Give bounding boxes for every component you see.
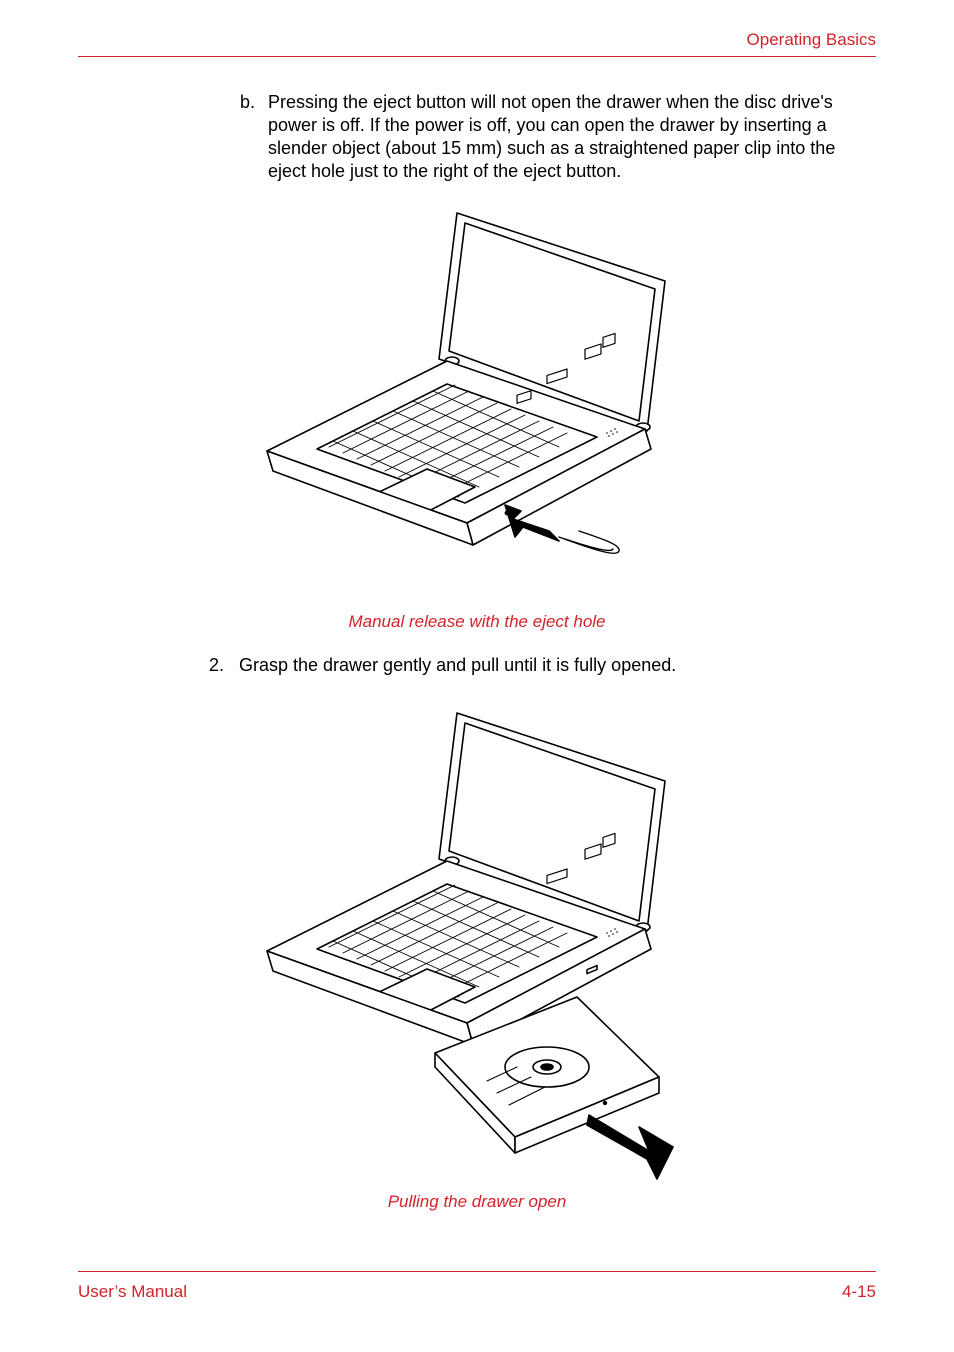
step-2-text: Grasp the drawer gently and pull until i…: [239, 655, 676, 675]
header-section: Operating Basics: [78, 30, 876, 50]
figure-2-caption: Pulling the drawer open: [78, 1192, 876, 1212]
arrow-icon: [587, 1115, 673, 1179]
footer: User’s Manual 4-15: [78, 1271, 876, 1302]
header-rule: [78, 56, 876, 57]
step-b-text: Pressing the eject button will not open …: [268, 92, 835, 181]
footer-rule: [78, 1271, 876, 1272]
step-2-marker: 2.: [209, 654, 224, 677]
footer-left: User’s Manual: [78, 1282, 187, 1302]
laptop-drawer-open-illustration: [247, 701, 707, 1181]
step-2: 2. Grasp the drawer gently and pull unti…: [209, 654, 866, 677]
page: Operating Basics b. Pressing the eject b…: [0, 0, 954, 1352]
footer-right: 4-15: [842, 1282, 876, 1302]
step-b-marker: b.: [240, 91, 255, 114]
paperclip-icon: [559, 531, 619, 553]
step-b: b. Pressing the eject button will not op…: [240, 91, 866, 183]
figure-1-wrap: Manual release with the eject hole: [78, 201, 876, 632]
laptop-eject-hole-illustration: [247, 201, 707, 601]
figure-1-caption: Manual release with the eject hole: [78, 612, 876, 632]
figure-2-wrap: Pulling the drawer open: [78, 701, 876, 1212]
